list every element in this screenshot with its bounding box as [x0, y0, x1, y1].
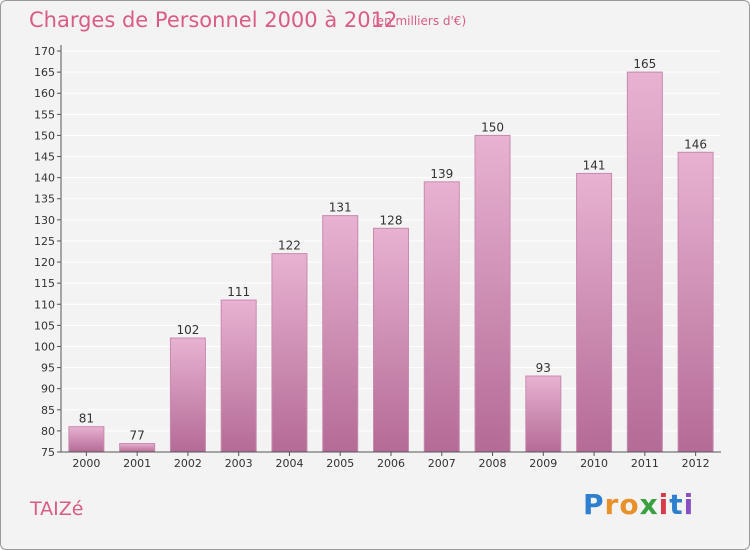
y-tick-label: 140	[34, 172, 55, 185]
logo-letter: P	[583, 488, 605, 521]
data-label: 165	[633, 57, 656, 71]
data-label: 141	[583, 158, 606, 172]
data-label: 122	[278, 239, 301, 253]
data-label: 93	[536, 361, 551, 375]
bar	[474, 134, 511, 453]
logo-letter: i	[658, 488, 670, 521]
data-label: 128	[380, 213, 403, 227]
logo-letter: r	[604, 488, 620, 521]
y-tick-label: 115	[34, 277, 55, 290]
data-label: 139	[430, 167, 453, 181]
y-tick-label: 100	[34, 340, 55, 353]
y-tick-label: 170	[34, 45, 55, 58]
data-label: 150	[481, 120, 504, 134]
y-tick-label: 155	[34, 108, 55, 121]
x-tick-label: 2008	[479, 457, 507, 470]
bar	[677, 151, 714, 453]
bar	[271, 253, 308, 453]
x-tick-label: 2010	[580, 457, 608, 470]
labels: 75 80 85 90 95 100 105 110 115 120 125 130 135 140 145…	[34, 45, 710, 470]
x-tick-label: 2004	[275, 457, 303, 470]
data-label: 77	[130, 429, 145, 443]
y-tick-label: 85	[41, 404, 55, 417]
y-tick-label: 90	[41, 383, 55, 396]
y-tick-label: 135	[34, 193, 55, 206]
bar	[576, 172, 613, 453]
x-tick-label: 2001	[123, 457, 151, 470]
y-tick-label: 130	[34, 214, 55, 227]
chart-title: Charges de Personnel 2000 à 2012	[29, 8, 398, 32]
axes	[57, 45, 721, 456]
y-tick-label: 165	[34, 66, 55, 79]
y-tick-label: 145	[34, 151, 55, 164]
chart-subtitle: (en milliers d'€)	[372, 14, 467, 28]
proxiti-logo[interactable]: Proxiti	[583, 488, 694, 521]
y-tick-label: 125	[34, 235, 55, 248]
data-label: 81	[79, 412, 94, 426]
data-label: 131	[329, 201, 352, 215]
commune-name: TAIZé	[30, 498, 84, 520]
x-tick-label: 2009	[529, 457, 557, 470]
y-tick-label: 150	[34, 129, 55, 142]
data-label: 146	[684, 137, 707, 151]
y-tick-label: 75	[41, 446, 55, 459]
x-tick-label: 2003	[225, 457, 253, 470]
y-tick-label: 105	[34, 319, 55, 332]
y-tick-label: 80	[41, 425, 55, 438]
x-tick-label: 2007	[428, 457, 456, 470]
x-tick-label: 2002	[174, 457, 202, 470]
x-tick-label: 2000	[72, 457, 100, 470]
logo-letter: t	[669, 488, 684, 521]
logo-letter: o	[619, 488, 640, 521]
bars	[68, 71, 714, 453]
bar	[373, 227, 409, 453]
y-tick-label: 110	[34, 298, 55, 311]
bar	[423, 181, 460, 453]
bar	[169, 337, 206, 453]
data-label: 111	[227, 285, 250, 299]
y-tick-label: 160	[34, 87, 55, 100]
y-tick-label: 120	[34, 256, 55, 269]
bar	[626, 71, 663, 453]
logo-letter: x	[639, 488, 659, 521]
x-tick-label: 2005	[326, 457, 354, 470]
x-tick-label: 2011	[631, 457, 659, 470]
y-tick-label: 95	[41, 362, 55, 375]
x-tick-label: 2006	[377, 457, 405, 470]
bar	[525, 375, 562, 453]
bar	[220, 299, 257, 453]
x-tick-label: 2012	[682, 457, 710, 470]
bar	[68, 426, 105, 453]
data-label: 102	[176, 323, 199, 337]
bar	[322, 215, 359, 453]
bar	[119, 443, 156, 453]
logo-letter: i	[683, 488, 695, 521]
